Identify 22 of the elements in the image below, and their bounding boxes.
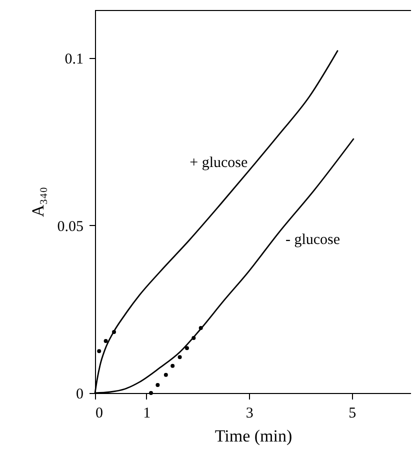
y-axis-title: A₃₄₀ bbox=[28, 186, 48, 218]
point bbox=[97, 349, 102, 354]
series-label: + glucose bbox=[190, 154, 248, 171]
point bbox=[170, 364, 175, 368]
y-tick-label: 0.1 bbox=[64, 51, 84, 68]
x-tick-label: 0 bbox=[96, 406, 103, 422]
point bbox=[192, 336, 196, 340]
point bbox=[112, 330, 116, 334]
x-tick-label: 5 bbox=[348, 406, 356, 422]
point bbox=[184, 346, 189, 350]
series-label: - glucose bbox=[285, 232, 340, 248]
point bbox=[104, 339, 108, 344]
x-axis-title: Time (min) bbox=[214, 426, 292, 446]
x-tick-label: 1 bbox=[143, 406, 151, 422]
point bbox=[156, 382, 160, 387]
point bbox=[149, 391, 154, 395]
y-tick-label: 0 bbox=[76, 386, 84, 402]
y-tick-label: 0.05 bbox=[57, 218, 84, 235]
point bbox=[178, 355, 182, 360]
point bbox=[164, 372, 168, 377]
point bbox=[198, 326, 203, 330]
x-tick-label: 3 bbox=[246, 406, 254, 422]
